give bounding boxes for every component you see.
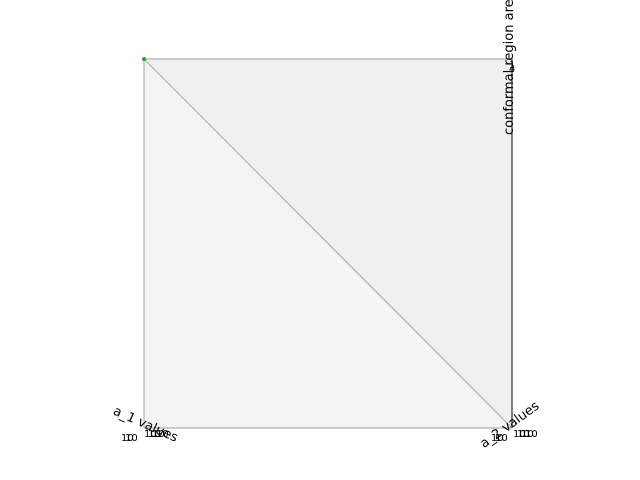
y-tick-label: 10 [517,429,530,440]
z-tick-label: 1 [509,60,515,71]
x-tick-label: 10 [156,429,169,440]
y-tick-label: 10 [525,429,538,440]
x-tick-label: 10 [144,429,157,440]
x-tick-label: 10 [152,429,165,440]
y-tick-label: 10 [491,433,504,444]
x-tick-label: 10 [148,429,161,440]
x-tick-label: 10 [125,433,138,444]
y-tick-label: 10 [521,429,534,440]
y-tick-labels: 10 10 10 10 10 10 [491,429,538,444]
x-tick-label: 10 [121,433,134,444]
y-tick-label: 10 [495,433,508,444]
z-tick-labels: 1 4 [509,60,515,75]
pane-diagonal [143,58,513,429]
data-point [142,57,146,61]
z-axis-label: conformal region area [502,0,517,135]
y-tick-label: 10 [513,429,526,440]
series-marks [142,57,146,61]
z-tick-label: 4 [509,64,515,75]
x-tick-labels: 10 10 10 10 10 10 [121,429,169,444]
